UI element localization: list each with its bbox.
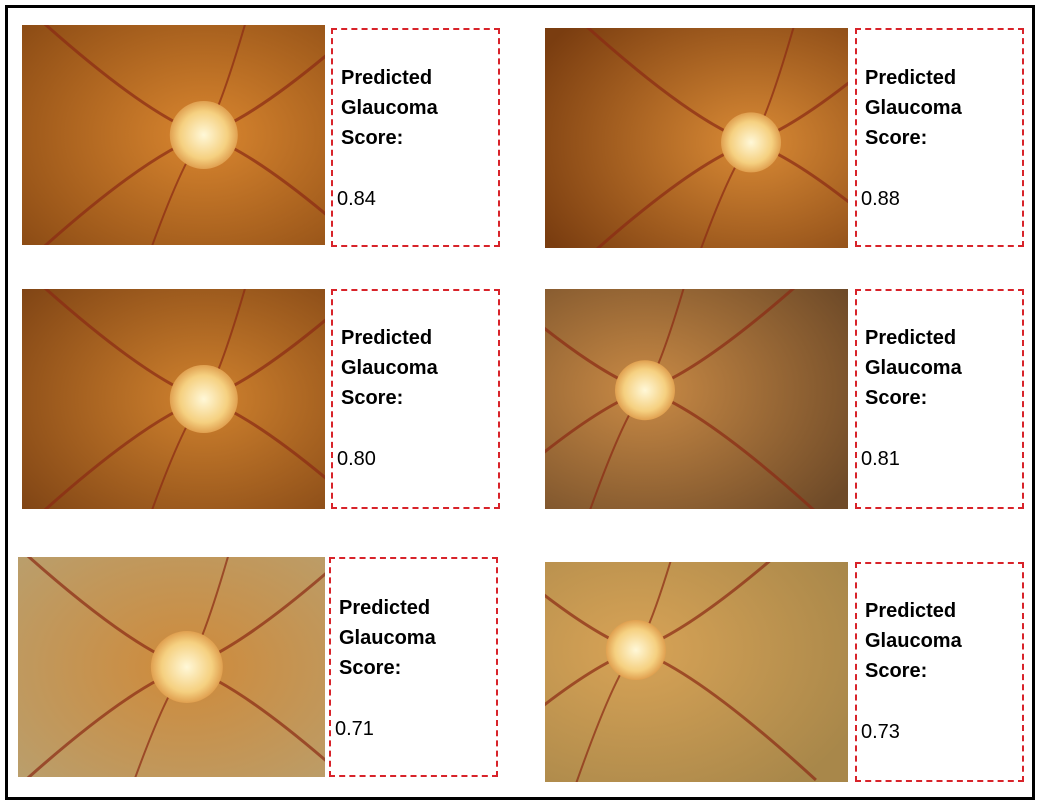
label-line: Glaucoma [865, 97, 962, 119]
score-box: Predicted Glaucoma Score: 0.73 [855, 562, 1024, 782]
score-value: 0.71 [335, 718, 374, 740]
label-line: Score: [865, 127, 928, 149]
label-line: Score: [865, 387, 928, 409]
label-line: Score: [341, 387, 404, 409]
label-line: Predicted [865, 327, 957, 349]
score-label: Predicted Glaucoma Score: [865, 63, 962, 153]
label-line: Glaucoma [865, 630, 962, 652]
score-value: 0.88 [861, 188, 900, 210]
score-label: Predicted Glaucoma Score: [865, 323, 962, 413]
score-value: 0.80 [337, 448, 376, 470]
label-line: Glaucoma [341, 97, 438, 119]
fundus-image [22, 25, 325, 245]
label-line: Predicted [341, 327, 433, 349]
score-label: Predicted Glaucoma Score: [339, 593, 436, 683]
figure-frame [5, 5, 1035, 800]
fundus-image [18, 557, 325, 777]
score-box: Predicted Glaucoma Score: 0.88 [855, 28, 1024, 247]
score-box: Predicted Glaucoma Score: 0.81 [855, 289, 1024, 509]
score-value: 0.81 [861, 448, 900, 470]
fundus-image [545, 28, 848, 248]
label-line: Glaucoma [339, 627, 436, 649]
score-label: Predicted Glaucoma Score: [341, 323, 438, 413]
label-line: Score: [341, 127, 404, 149]
fundus-image [545, 562, 848, 782]
score-label: Predicted Glaucoma Score: [865, 596, 962, 686]
score-box: Predicted Glaucoma Score: 0.71 [329, 557, 498, 777]
label-line: Score: [865, 660, 928, 682]
label-line: Glaucoma [341, 357, 438, 379]
score-value: 0.73 [861, 721, 900, 743]
score-box: Predicted Glaucoma Score: 0.84 [331, 28, 500, 247]
fundus-image [545, 289, 848, 509]
score-value: 0.84 [337, 188, 376, 210]
label-line: Predicted [341, 67, 433, 89]
label-line: Predicted [865, 67, 957, 89]
label-line: Glaucoma [865, 357, 962, 379]
label-line: Predicted [339, 597, 431, 619]
label-line: Predicted [865, 600, 957, 622]
label-line: Score: [339, 657, 402, 679]
score-label: Predicted Glaucoma Score: [341, 63, 438, 153]
fundus-image [22, 289, 325, 509]
score-box: Predicted Glaucoma Score: 0.80 [331, 289, 500, 509]
